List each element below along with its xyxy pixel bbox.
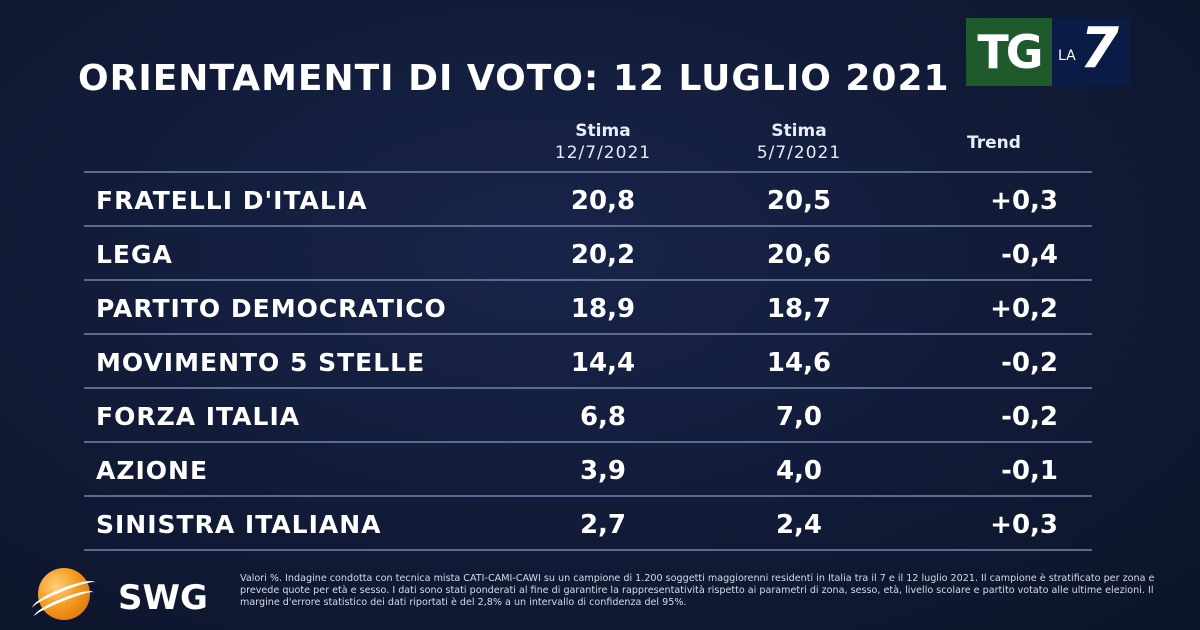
current-value: 3,9	[579, 456, 627, 486]
previous-value: 20,6	[766, 240, 832, 270]
column-header-date: 12/7/2021	[554, 143, 652, 163]
trend-value: +0,2	[990, 294, 1058, 324]
swg-logo: SWG	[30, 564, 230, 626]
poll-table: FRATELLI D'ITALIA 20,8 20,5 +0,3 LEGA 20…	[84, 171, 1092, 551]
column-header-current: Stima 12/7/2021	[528, 120, 678, 164]
column-header-label: Stima	[771, 121, 827, 141]
previous-value: 14,6	[766, 348, 832, 378]
current-value: 2,7	[579, 510, 627, 540]
methodology-note: Valori %. Indagine condotta con tecnica …	[240, 573, 1155, 608]
tg-logo-text: TG	[966, 18, 1052, 86]
trend-value: +0,3	[990, 510, 1058, 540]
party-name: AZIONE	[96, 456, 209, 485]
current-value: 18,9	[570, 294, 636, 324]
table-row: FORZA ITALIA 6,8 7,0 -0,2	[84, 387, 1092, 441]
table-row: MOVIMENTO 5 STELLE 14,4 14,6 -0,2	[84, 333, 1092, 387]
party-name: PARTITO DEMOCRATICO	[96, 294, 447, 323]
globe-icon	[38, 568, 90, 620]
trend-value: -0,2	[1001, 348, 1058, 378]
previous-value: 2,4	[775, 510, 823, 540]
trend-value: -0,4	[1001, 240, 1058, 270]
current-value: 20,8	[570, 186, 636, 216]
previous-value: 4,0	[775, 456, 823, 486]
party-name: MOVIMENTO 5 STELLE	[96, 348, 426, 377]
column-header-trend: Trend	[930, 132, 1058, 154]
current-value: 20,2	[570, 240, 636, 270]
previous-value: 18,7	[766, 294, 832, 324]
seven-logo-text: 7	[1080, 16, 1119, 81]
swg-brand-name: SWG	[118, 578, 208, 618]
column-header-date: 5/7/2021	[756, 143, 842, 163]
column-header-previous: Stima 5/7/2021	[724, 120, 874, 164]
trend-value: +0,3	[990, 186, 1058, 216]
table-row: PARTITO DEMOCRATICO 18,9 18,7 +0,2	[84, 279, 1092, 333]
la-logo-text: LA	[1058, 48, 1076, 64]
page-title: ORIENTAMENTI DI VOTO: 12 LUGLIO 2021	[78, 58, 950, 99]
trend-value: -0,2	[1001, 402, 1058, 432]
tg-la7-logo: TG LA 7	[966, 16, 1130, 86]
trend-value: -0,1	[1001, 456, 1058, 486]
table-row: FRATELLI D'ITALIA 20,8 20,5 +0,3	[84, 171, 1092, 225]
column-header-label: Stima	[575, 121, 631, 141]
party-name: FORZA ITALIA	[96, 402, 301, 431]
previous-value: 20,5	[766, 186, 832, 216]
party-name: SINISTRA ITALIANA	[96, 510, 382, 539]
party-name: LEGA	[96, 240, 173, 269]
table-row: SINISTRA ITALIANA 2,7 2,4 +0,3	[84, 495, 1092, 551]
current-value: 14,4	[570, 348, 636, 378]
party-name: FRATELLI D'ITALIA	[96, 186, 368, 215]
table-row: AZIONE 3,9 4,0 -0,1	[84, 441, 1092, 495]
table-row: LEGA 20,2 20,6 -0,4	[84, 225, 1092, 279]
current-value: 6,8	[579, 402, 627, 432]
previous-value: 7,0	[775, 402, 823, 432]
la7-logo: LA 7	[1052, 16, 1130, 86]
column-header-label: Trend	[967, 133, 1021, 153]
